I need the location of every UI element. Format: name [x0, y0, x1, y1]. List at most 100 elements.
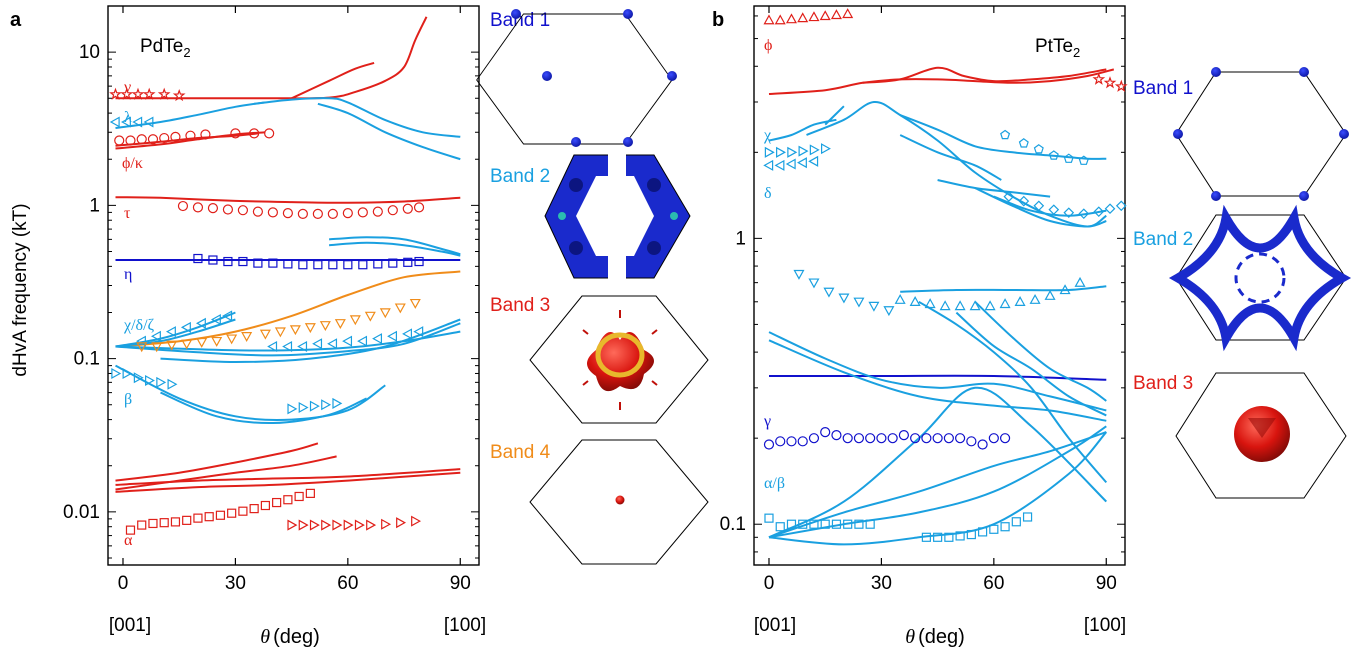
data-point [267, 207, 278, 218]
y-tick-label: 10 [79, 42, 100, 63]
x-tick-label: 30 [871, 573, 892, 594]
band-label-a-2: Band 2 [490, 166, 550, 187]
branch-curve [899, 114, 1107, 160]
branch-curve [900, 285, 1107, 293]
data-point [821, 143, 831, 155]
data-point [343, 519, 354, 531]
branch-curve [115, 132, 259, 147]
branch-curve [862, 66, 1107, 84]
branch-curve [115, 196, 461, 204]
data-point [131, 87, 145, 100]
data-point [133, 372, 144, 384]
data-point [283, 259, 293, 269]
y-tick-label: 1 [735, 228, 746, 249]
data-point [267, 340, 278, 353]
data-point [1003, 191, 1015, 202]
data-point [332, 519, 343, 531]
x-tick-label: 60 [337, 573, 358, 594]
data-point [396, 517, 407, 529]
data-point [358, 260, 368, 270]
data-point [122, 367, 133, 379]
data-point [230, 128, 241, 139]
data-point [796, 157, 807, 169]
branch-curve [115, 364, 386, 422]
data-point [939, 300, 951, 311]
x-tick-label: 60 [983, 573, 1004, 594]
data-point [193, 253, 203, 264]
branch-label: τ [124, 205, 131, 222]
branch-label: λ [124, 109, 132, 126]
branch-label: ϕ [764, 37, 772, 54]
data-point [966, 529, 976, 540]
data-point [157, 87, 171, 100]
branch-curves-b [768, 66, 1115, 546]
data-point [200, 129, 211, 140]
branch-curve [115, 318, 236, 348]
data-point [204, 512, 214, 522]
data-point [977, 439, 988, 450]
data-point [309, 519, 320, 531]
fermi-surface-b-band1 [1173, 67, 1349, 201]
branch-curve [254, 97, 461, 138]
data-point [159, 132, 170, 144]
data-point [830, 9, 842, 20]
data-point [150, 330, 161, 342]
data-point [854, 519, 864, 529]
branch-label: ϕ/κ [122, 155, 143, 172]
data-point [1014, 296, 1026, 306]
data-point [364, 311, 376, 322]
data-point [372, 333, 383, 345]
data-point [260, 500, 270, 511]
data-point [297, 208, 308, 219]
x-end-label-001-b: [001] [754, 615, 796, 636]
data-point [808, 11, 820, 22]
data-point [373, 259, 383, 269]
data-point [1063, 207, 1075, 219]
data-point [1093, 206, 1105, 218]
branch-curve [918, 300, 1108, 484]
data-point [372, 206, 383, 217]
data-point [137, 520, 147, 530]
data-point [264, 128, 275, 139]
data-point [1033, 200, 1045, 212]
data-points-a [109, 87, 425, 535]
data-point [763, 159, 774, 171]
data-point [898, 430, 909, 441]
data-point [786, 436, 797, 447]
branch-curve [769, 374, 1107, 381]
data-point [182, 515, 192, 525]
branch-curve [329, 236, 461, 256]
data-point [831, 430, 842, 441]
data-point [808, 155, 819, 167]
data-point [172, 88, 186, 102]
data-point [227, 508, 237, 518]
data-point [167, 378, 178, 390]
data-point [868, 301, 880, 312]
branch-curve [974, 187, 1107, 228]
data-point [977, 527, 988, 537]
data-point [366, 519, 377, 531]
branch-curve [768, 425, 1107, 539]
branch-curves-a [115, 16, 461, 493]
data-point [148, 518, 158, 529]
data-point [381, 518, 392, 530]
branch-curve [768, 68, 1115, 95]
branch-labels-b: ϕ χ δ γ α/β [763, 37, 785, 492]
data-point [1059, 284, 1071, 295]
data-point [775, 436, 786, 447]
data-point [327, 208, 338, 219]
data-point [249, 128, 260, 139]
data-point [287, 403, 298, 415]
data-point [842, 433, 853, 444]
data-point [1074, 276, 1086, 287]
data-point [170, 517, 181, 527]
data-point [876, 433, 887, 444]
data-point [1011, 517, 1021, 527]
x-axis-label-b: θ (deg) [905, 626, 965, 648]
data-point [342, 335, 353, 347]
data-point [237, 205, 249, 216]
data-point [1103, 76, 1117, 89]
data-point [249, 504, 259, 514]
x-tick-label: 30 [225, 573, 246, 594]
x-tick-label: 90 [450, 573, 471, 594]
